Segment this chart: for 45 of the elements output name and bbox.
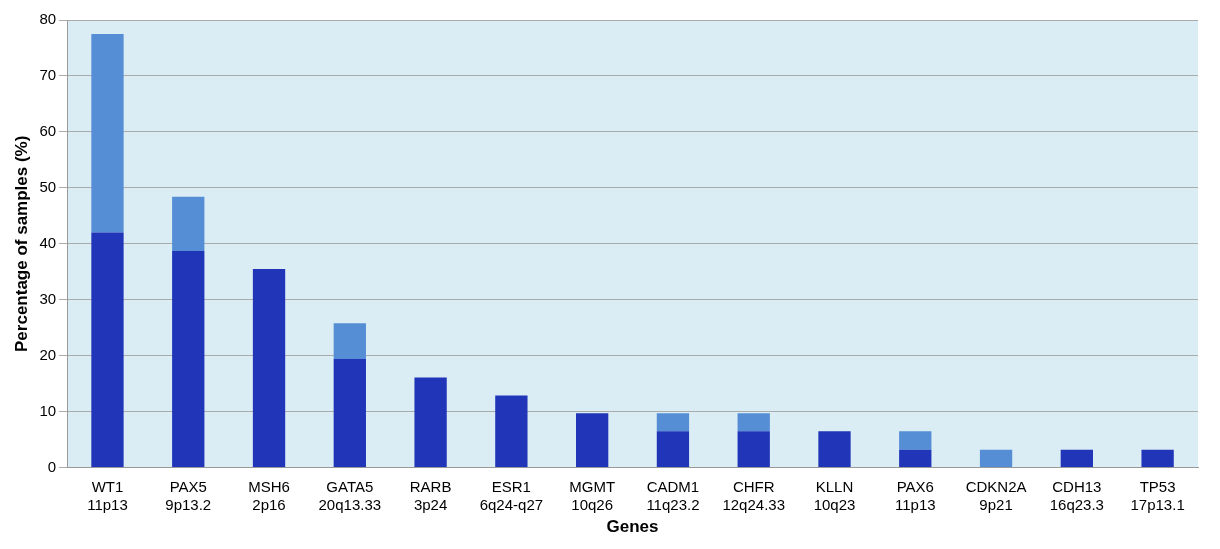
x-tick-label: CDH13 16q23.3 xyxy=(1049,477,1104,513)
bar xyxy=(91,33,124,233)
y-tick-label: 0 xyxy=(47,457,57,475)
x-tick-label: MSH6 2p16 xyxy=(248,477,290,513)
y-tick-label: 30 xyxy=(39,289,57,307)
y-tick-label: 10 xyxy=(39,401,57,419)
x-tick-label: PAX6 11p13 xyxy=(894,477,936,513)
bar xyxy=(91,232,124,468)
bar xyxy=(333,359,366,468)
bar xyxy=(979,449,1013,468)
bar xyxy=(1060,449,1093,468)
bar xyxy=(899,449,932,468)
bar xyxy=(333,323,366,360)
bar xyxy=(1141,449,1174,468)
bar xyxy=(414,377,447,468)
x-tick-label: CDKN2A 9p21 xyxy=(965,477,1027,513)
x-tick-label: CHFR 12q24.33 xyxy=(722,477,785,513)
x-tick-label: PAX5 9p13.2 xyxy=(165,477,212,513)
y-tick-label: 40 xyxy=(39,233,57,251)
bar xyxy=(495,395,528,468)
x-tick-label: MGMT 10q26 xyxy=(569,477,616,513)
bar xyxy=(818,431,851,468)
bar xyxy=(656,413,690,432)
bar xyxy=(172,196,205,252)
bar xyxy=(737,413,770,432)
x-tick-label: GATA5 20q13.33 xyxy=(318,477,382,513)
y-tick-label: 20 xyxy=(39,345,57,363)
y-tick-label: 80 xyxy=(39,10,57,28)
x-tick-label: RARB 3p24 xyxy=(409,477,452,513)
x-tick-label: KLLN 10q23 xyxy=(813,477,856,513)
bar xyxy=(576,413,609,468)
y-tick-label: 70 xyxy=(39,66,57,84)
bar xyxy=(899,431,932,450)
x-tick-label: ESR1 6q24-q27 xyxy=(479,477,544,513)
x-tick-label: TP53 17p13.1 xyxy=(1130,477,1185,513)
bar xyxy=(252,268,286,468)
bar xyxy=(172,251,205,468)
y-tick-label: 50 xyxy=(39,177,57,195)
bar xyxy=(656,431,690,468)
x-tick-label: CADM1 11q23.2 xyxy=(646,477,700,513)
x-axis-title: Genes xyxy=(606,517,659,537)
y-tick-label: 60 xyxy=(39,122,57,140)
y-axis-title: Percentage of samples (%) xyxy=(11,135,31,352)
x-tick-label: WT1 11p13 xyxy=(87,477,128,513)
bar xyxy=(737,431,770,468)
